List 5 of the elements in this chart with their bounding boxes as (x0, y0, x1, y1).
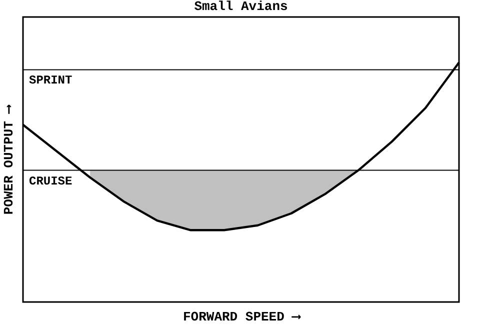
x-axis-title: FORWARD SPEED ⟶ (182, 310, 302, 324)
ref-line-label: CRUISE (29, 174, 72, 188)
ref-line-label: SPRINT (29, 74, 72, 88)
chart-title: Small Avians (194, 0, 288, 14)
y-axis-title: POWER OUTPUT ⟶ (2, 104, 16, 215)
